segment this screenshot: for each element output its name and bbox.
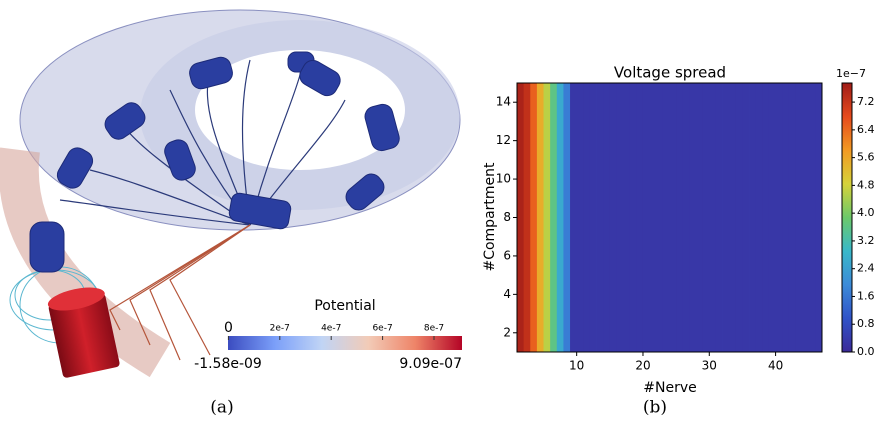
- heat-cell: [603, 83, 611, 352]
- heat-cell: [623, 83, 631, 352]
- colorbar-tick-label: 2.4: [857, 262, 875, 275]
- colorbar-a-tick-label: 2e-7: [270, 324, 290, 334]
- heat-cell: [556, 83, 564, 352]
- heat-cell: [808, 83, 816, 352]
- heat-cell: [755, 83, 763, 352]
- y-tick-label: 10: [496, 172, 511, 186]
- heat-cell: [788, 83, 796, 352]
- heat-cell: [656, 83, 664, 352]
- heat-cell: [696, 83, 704, 352]
- heat-cell: [669, 83, 677, 352]
- heat-cell: [563, 83, 571, 352]
- chart-title: Voltage spread: [614, 64, 726, 82]
- heat-cell: [543, 83, 551, 352]
- y-tick-label: 4: [503, 287, 511, 301]
- colorbar-tick-label: 0.8: [857, 317, 875, 330]
- x-tick-label: 10: [569, 359, 584, 373]
- colorbar-tick-label: 4.8: [857, 178, 875, 191]
- heat-cell: [629, 83, 637, 352]
- heat-cell: [576, 83, 584, 352]
- heat-cell: [742, 83, 750, 352]
- caption-b: (b): [643, 398, 667, 418]
- y-tick-label: 14: [496, 95, 511, 109]
- colorbar-a-title: Potential: [314, 298, 375, 314]
- y-axis-label: #Compartment: [482, 162, 498, 272]
- heat-cell: [570, 83, 578, 352]
- heat-cell: [802, 83, 810, 352]
- x-tick-label: 30: [702, 359, 717, 373]
- heat-cell: [636, 83, 644, 352]
- x-tick-label: 40: [768, 359, 783, 373]
- heat-cell: [682, 83, 690, 352]
- y-tick-label: 12: [496, 133, 511, 147]
- active-electrode: [47, 287, 120, 378]
- heat-cell: [523, 83, 531, 352]
- caption-a: (a): [210, 398, 233, 418]
- render-3d: [0, 9, 461, 378]
- heat-cell: [616, 83, 624, 352]
- colorbar-tick-label: 0.0: [857, 345, 875, 358]
- field-lines-red: [109, 224, 251, 361]
- colorbar-a-tick-label: 8e-7: [424, 324, 444, 334]
- heat-cell: [762, 83, 770, 352]
- y-tick-label: 6: [503, 248, 511, 262]
- heat-cell: [536, 83, 544, 352]
- heat-cell: [596, 83, 604, 352]
- colorbar-tick-label: 6.4: [857, 123, 875, 136]
- field-lines: [59, 59, 346, 226]
- colorbar-a-max: 9.09e-07: [399, 356, 462, 372]
- heat-cell: [768, 83, 776, 352]
- colorbar-tick-label: 5.6: [857, 151, 875, 164]
- electrodes: [29, 51, 400, 273]
- heat-cell: [649, 83, 657, 352]
- heat-cell: [735, 83, 743, 352]
- colorbar-a: [228, 336, 462, 350]
- heat-cell: [662, 83, 670, 352]
- heat-cell: [815, 83, 823, 352]
- colorbar-tick-label: 1.6: [857, 289, 875, 302]
- colorbar-a-tick-label: 0: [224, 320, 233, 336]
- colorbar-tick-label: 7.2: [857, 95, 875, 108]
- colorbar: [841, 82, 853, 353]
- heat-cell: [749, 83, 757, 352]
- x-axis-label: #Nerve: [643, 380, 696, 396]
- heat-cell: [517, 83, 525, 352]
- heat-cell: [702, 83, 710, 352]
- y-tick-label: 2: [503, 325, 511, 339]
- heat-cell: [782, 83, 790, 352]
- heat-cell: [729, 83, 737, 352]
- torus-hole: [195, 50, 405, 170]
- colorbar-tick-label: 3.2: [857, 234, 875, 247]
- heat-cell: [722, 83, 730, 352]
- heat-cell: [589, 83, 597, 352]
- heat-cell: [676, 83, 684, 352]
- heat-cell: [609, 83, 617, 352]
- heat-cell: [689, 83, 697, 352]
- colorbar-a-tick-label: 6e-7: [372, 324, 392, 334]
- y-tick-label: 8: [503, 210, 511, 224]
- colorbar-a-tick-label: 4e-7: [321, 324, 341, 334]
- heat-cell: [583, 83, 591, 352]
- colorbar-a-min: -1.58e-09: [194, 356, 262, 372]
- heat-cell: [709, 83, 717, 352]
- x-tick-label: 20: [635, 359, 650, 373]
- heat-cell: [715, 83, 723, 352]
- colorbar-tick-label: 4.0: [857, 206, 875, 219]
- heat-cell: [642, 83, 651, 352]
- colorbar-offset: 1e−7: [836, 67, 866, 80]
- heat-cell: [775, 83, 783, 352]
- heat-cell: [530, 83, 538, 352]
- heat-cell: [550, 83, 558, 352]
- heat-cell: [795, 83, 803, 352]
